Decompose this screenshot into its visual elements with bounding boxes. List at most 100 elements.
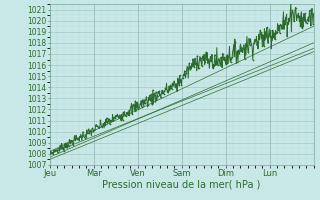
Point bbox=[142, 102, 148, 105]
Point bbox=[306, 15, 311, 19]
Point bbox=[160, 92, 165, 95]
Point bbox=[107, 123, 112, 126]
Point bbox=[71, 143, 76, 146]
Point bbox=[90, 127, 95, 130]
Point bbox=[79, 136, 84, 139]
Point bbox=[298, 24, 303, 28]
Point bbox=[293, 6, 298, 9]
Point bbox=[247, 43, 252, 46]
Point bbox=[257, 38, 262, 41]
Point bbox=[212, 53, 217, 56]
Point bbox=[266, 33, 271, 37]
Point bbox=[74, 137, 79, 140]
Point bbox=[271, 34, 276, 37]
Point bbox=[85, 131, 90, 134]
Point bbox=[199, 64, 204, 68]
Point bbox=[179, 83, 184, 86]
Point bbox=[277, 31, 282, 35]
Point bbox=[161, 92, 166, 95]
Point bbox=[101, 122, 106, 125]
Point bbox=[60, 145, 65, 149]
Point bbox=[284, 17, 289, 20]
Point bbox=[139, 105, 144, 108]
Point bbox=[265, 26, 270, 29]
Point bbox=[82, 136, 87, 139]
Point bbox=[177, 74, 182, 77]
Point bbox=[122, 110, 127, 113]
Point bbox=[233, 40, 238, 44]
Point bbox=[152, 92, 157, 95]
Point bbox=[223, 63, 228, 66]
Point bbox=[103, 123, 108, 127]
Point bbox=[282, 19, 287, 22]
Point bbox=[310, 22, 316, 26]
Point bbox=[239, 46, 244, 49]
Point bbox=[295, 14, 300, 17]
Point bbox=[117, 116, 122, 119]
Point bbox=[287, 20, 292, 23]
Point bbox=[141, 99, 146, 102]
Point bbox=[272, 38, 277, 41]
Point bbox=[303, 12, 308, 15]
Point bbox=[237, 45, 243, 48]
Point bbox=[252, 41, 257, 45]
Point bbox=[187, 61, 192, 65]
Point bbox=[241, 46, 246, 49]
Point bbox=[211, 67, 216, 70]
Point bbox=[229, 56, 235, 59]
Point bbox=[191, 65, 196, 68]
Point bbox=[290, 9, 295, 12]
Point bbox=[93, 124, 98, 127]
Point bbox=[231, 43, 236, 46]
Point bbox=[274, 30, 279, 34]
Point bbox=[158, 96, 163, 99]
Point bbox=[130, 112, 135, 115]
Point bbox=[57, 147, 62, 150]
Point bbox=[50, 151, 55, 154]
Point bbox=[164, 89, 170, 92]
Point bbox=[171, 83, 176, 86]
Point bbox=[250, 58, 255, 61]
Point bbox=[169, 88, 174, 91]
Point bbox=[76, 137, 81, 140]
Point bbox=[207, 58, 212, 61]
Point bbox=[292, 20, 297, 23]
Point bbox=[168, 87, 173, 90]
Point bbox=[174, 83, 179, 87]
Point bbox=[236, 49, 241, 52]
Point bbox=[242, 57, 247, 61]
Point bbox=[201, 59, 206, 62]
Point bbox=[156, 89, 162, 93]
Point bbox=[180, 76, 186, 79]
Point bbox=[120, 118, 125, 122]
Point bbox=[163, 87, 168, 90]
Point bbox=[106, 119, 111, 123]
Point bbox=[95, 125, 100, 128]
X-axis label: Pression niveau de la mer( hPa ): Pression niveau de la mer( hPa ) bbox=[102, 180, 261, 190]
Point bbox=[222, 58, 227, 61]
Point bbox=[184, 72, 189, 75]
Point bbox=[276, 28, 281, 31]
Point bbox=[255, 40, 260, 43]
Point bbox=[115, 114, 120, 117]
Point bbox=[80, 130, 85, 133]
Point bbox=[133, 99, 138, 103]
Point bbox=[300, 26, 305, 29]
Point bbox=[63, 145, 68, 148]
Point bbox=[182, 69, 187, 72]
Point bbox=[47, 149, 52, 153]
Point bbox=[196, 66, 201, 69]
Point bbox=[72, 138, 77, 141]
Point bbox=[77, 135, 82, 138]
Point bbox=[195, 54, 200, 57]
Point bbox=[296, 15, 301, 18]
Point bbox=[206, 57, 211, 61]
Point bbox=[112, 116, 117, 120]
Point bbox=[228, 61, 233, 64]
Point bbox=[309, 10, 314, 13]
Point bbox=[136, 107, 141, 110]
Point bbox=[69, 139, 74, 142]
Point bbox=[234, 50, 239, 54]
Point bbox=[269, 35, 274, 38]
Point bbox=[215, 64, 220, 67]
